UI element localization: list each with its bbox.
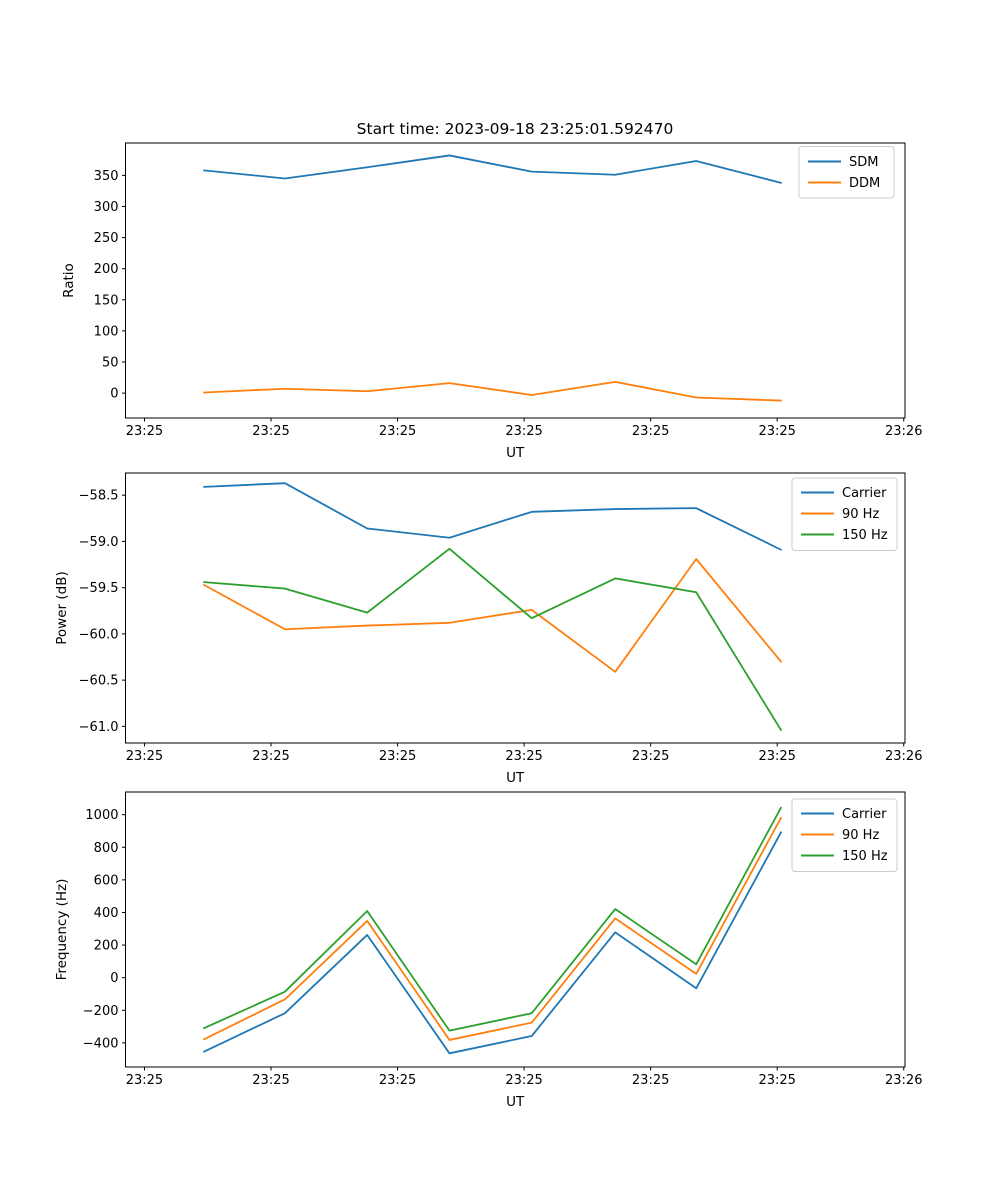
legend-label: 150 Hz (842, 849, 888, 864)
legend-label: Carrier (842, 486, 887, 501)
y-tick-label: −58.5 (79, 489, 119, 504)
y-tick-label: 250 (94, 231, 119, 246)
axes-frame (125, 142, 906, 419)
legend: SDM DDM (798, 146, 895, 199)
x-tick-label: 23:25 (379, 1073, 416, 1088)
legend: Carrier 90 Hz 150 Hz (791, 477, 898, 551)
y-tick-label: 0 (110, 971, 118, 986)
x-tick-label: 23:25 (758, 424, 795, 439)
y-tick-label: 1000 (85, 808, 118, 823)
x-tick-label: 23:26 (885, 749, 922, 764)
y-tick-label: −60.5 (79, 674, 119, 689)
y-tick-label: 150 (94, 293, 119, 308)
x-tick-label: 23:25 (505, 749, 542, 764)
legend-label: 150 Hz (842, 528, 888, 543)
x-tick-label: 23:25 (379, 749, 416, 764)
x-tick-label: 23:25 (126, 1073, 163, 1088)
legend-label: Carrier (842, 807, 887, 822)
x-tick-label: 23:25 (758, 749, 795, 764)
series-line-90-hz (203, 558, 782, 673)
y-tick-label: −60.0 (79, 627, 119, 642)
x-tick-label: 23:26 (885, 1073, 922, 1088)
x-tick-label: 23:25 (632, 1073, 669, 1088)
x-tick-label: 23:25 (632, 424, 669, 439)
legend-box (791, 477, 898, 551)
x-tick-label: 23:25 (252, 1073, 289, 1088)
legend: Carrier 90 Hz 150 Hz (791, 798, 898, 872)
series-line-150-hz (203, 806, 782, 1032)
x-tick-label: 23:25 (632, 749, 669, 764)
subplot-3: −400 −200 0 200 400 600 800 1000 23:25 23:25 23:25… (54, 791, 922, 1110)
y-tick-label: 50 (102, 356, 119, 371)
x-tick-label: 23:25 (505, 424, 542, 439)
x-tick-label: 23:25 (758, 1073, 795, 1088)
y-tick-label: 100 (94, 324, 119, 339)
y-tick-label: −59.5 (79, 581, 119, 596)
x-axis-label: UT (506, 1094, 525, 1110)
legend-label: DDM (849, 176, 880, 191)
series-line-carrier (203, 831, 782, 1055)
x-tick-label: 23:25 (505, 1073, 542, 1088)
y-tick-label: 200 (94, 939, 119, 954)
y-axis-label: Frequency (Hz) (54, 879, 70, 981)
x-axis-label: UT (506, 770, 525, 786)
legend-label: 90 Hz (842, 507, 879, 522)
x-axis-label: UT (506, 445, 525, 461)
subplot-2: −61.0 −60.5 −60.0 −59.5 −59.0 −58.5 23:25 23:25… (54, 472, 922, 786)
x-tick-label: 23:25 (252, 424, 289, 439)
y-tick-label: 600 (94, 873, 119, 888)
x-tick-label: 23:26 (885, 424, 922, 439)
x-tick-label: 23:25 (126, 749, 163, 764)
x-tick-label: 23:25 (126, 424, 163, 439)
y-tick-label: −400 (83, 1036, 119, 1051)
axes-frame (125, 791, 906, 1068)
y-tick-label: 350 (94, 169, 119, 184)
y-tick-label: 200 (94, 262, 119, 277)
series-line-ddm (203, 381, 782, 402)
y-tick-label: −61.0 (79, 720, 119, 735)
series-line-150-hz (203, 547, 782, 731)
y-axis-label: Power (dB) (54, 571, 70, 644)
y-tick-label: 300 (94, 200, 119, 215)
y-tick-label: 0 (110, 387, 118, 402)
legend-label: 90 Hz (842, 828, 879, 843)
series-line-90-hz (203, 816, 782, 1041)
x-tick-label: 23:25 (252, 749, 289, 764)
series-line-carrier (203, 482, 782, 551)
legend-box (791, 798, 898, 872)
y-tick-label: −200 (83, 1004, 119, 1019)
y-tick-label: 400 (94, 906, 119, 921)
subplot-1: 0 50 100 150 200 250 300 350 23:25 23:25 23:25 23:2… (61, 142, 922, 461)
y-tick-label: −59.0 (79, 535, 119, 550)
series-line-sdm (203, 154, 782, 184)
x-tick-label: 23:25 (379, 424, 416, 439)
figure-title: Start time: 2023-09-18 23:25:01.592470 (356, 120, 674, 138)
legend-label: SDM (849, 155, 878, 170)
y-axis-label: Ratio (61, 263, 77, 298)
y-tick-label: 800 (94, 841, 119, 856)
axes-frame (125, 472, 906, 744)
legend-box (798, 146, 895, 199)
